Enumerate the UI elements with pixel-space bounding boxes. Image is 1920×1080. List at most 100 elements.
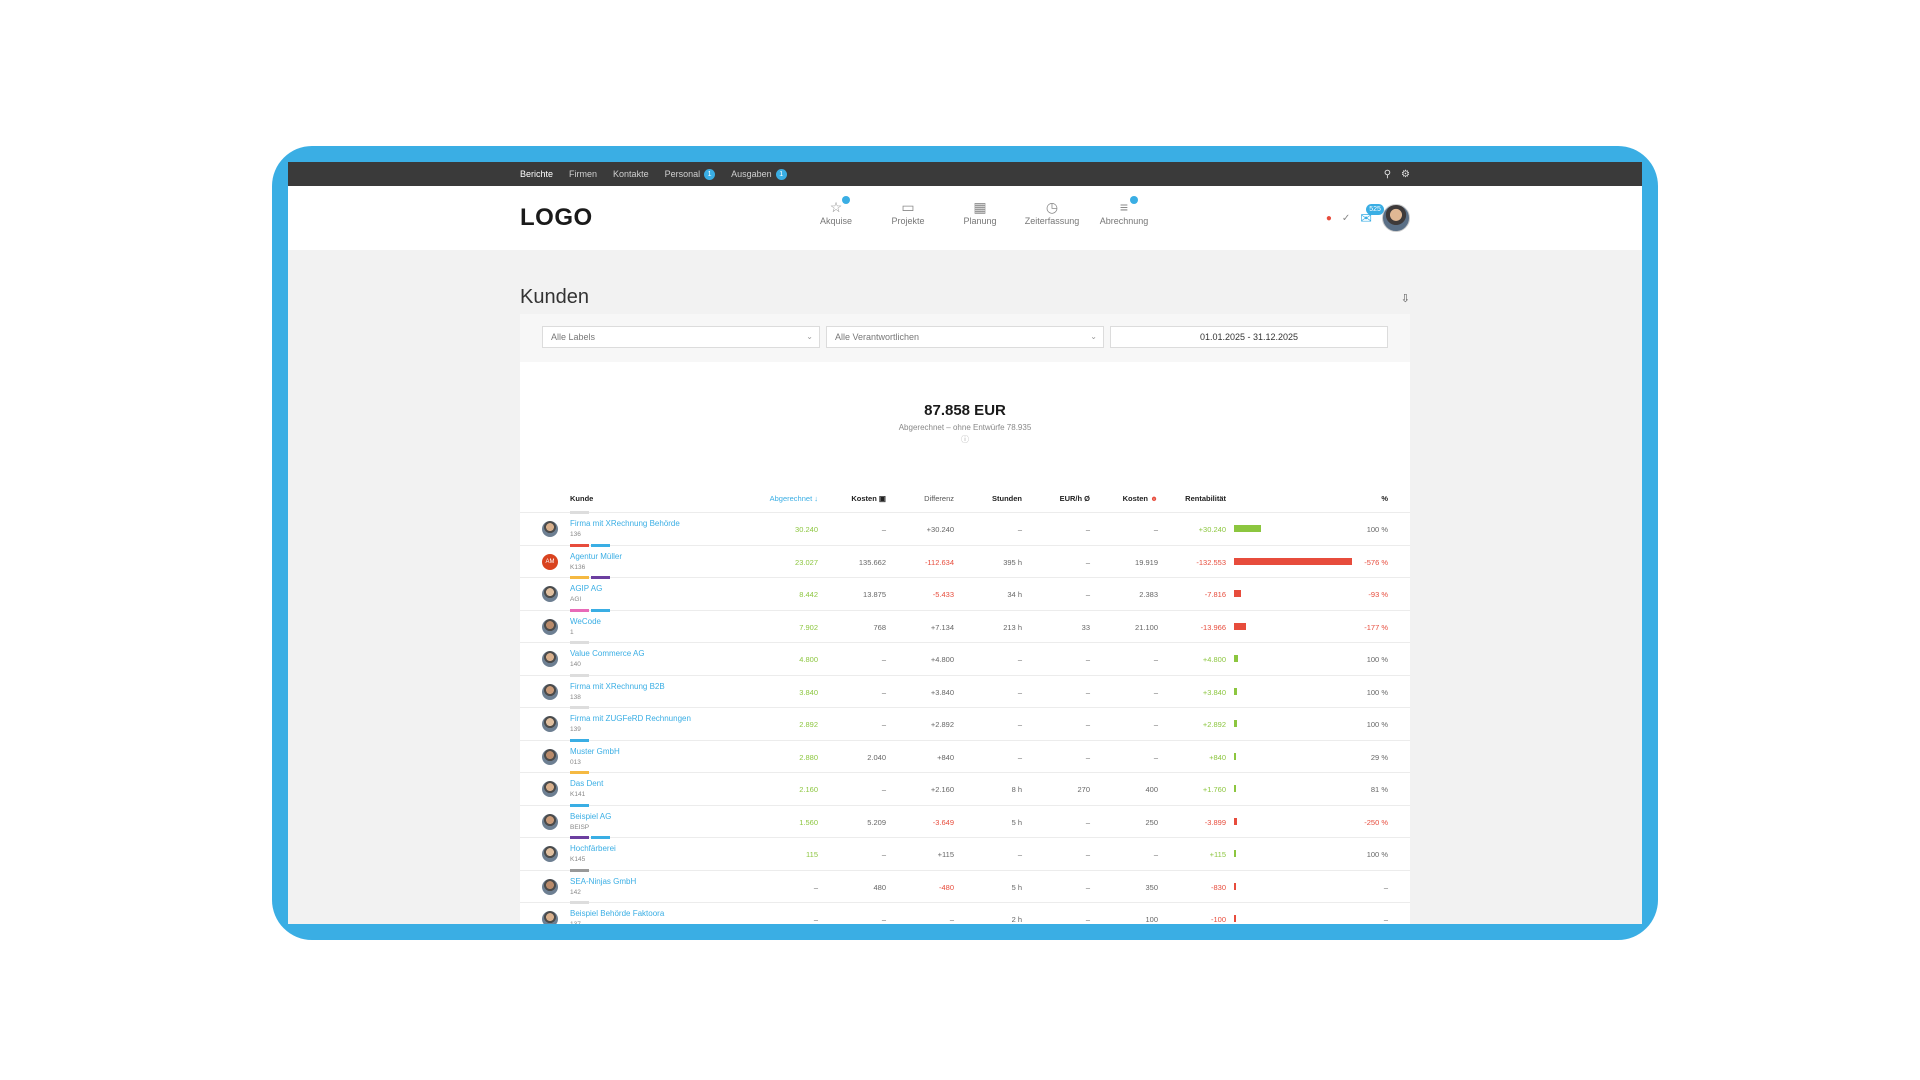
cell-differenz: +4.800 (930, 655, 954, 664)
table-row[interactable]: SEA-Ninjas GmbH 142 – 480 -480 5 h – 350 -830 – (520, 868, 1410, 903)
user-avatar[interactable] (1382, 204, 1410, 232)
cell-abgerechnet: 115 (806, 850, 818, 859)
topnav-item-kontakte[interactable]: Kontakte (613, 169, 649, 179)
cell-eurh: – (1085, 525, 1090, 534)
nav-zeiterfassung[interactable]: ◷ Zeiterfassung (1016, 198, 1088, 226)
col-stunden[interactable]: Stunden (992, 494, 1022, 503)
table-row[interactable]: Value Commerce AG 140 4.800 – +4.800 – – – +4.80… (520, 641, 1410, 675)
topnav-item-label: Ausgaben (731, 169, 772, 179)
col-kosten-personal[interactable]: Kosten ☻ (1090, 494, 1158, 503)
nav-label: Planung (963, 216, 997, 226)
col-kunde[interactable]: Kunde (570, 494, 594, 503)
customer-name[interactable]: WeCode (570, 616, 601, 626)
topnav-item-berichte[interactable]: Berichte (520, 169, 553, 179)
cell-differenz: +7.134 (930, 622, 954, 632)
col-differenz[interactable]: Differenz (924, 494, 954, 503)
owners-select[interactable]: Alle Verantwortlichen ⌄ (826, 326, 1104, 348)
col-eurh[interactable]: EUR/h Ø (1059, 494, 1090, 503)
customer-name[interactable]: Agentur Müller (570, 551, 623, 561)
cell-pct: -250 % (1364, 817, 1388, 827)
customer-name[interactable]: Beispiel AG (570, 811, 612, 821)
cell-rentabilitaet: +3.840 (1202, 687, 1226, 697)
rentability-bar (1234, 850, 1236, 857)
customer-number: 013 (570, 758, 581, 766)
table-row[interactable]: Firma mit XRechnung B2B 138 3.840 – +3.840 – –… (520, 673, 1410, 708)
nav-abrechnung[interactable]: ≡ Abrechnung (1088, 196, 1160, 226)
date-range-input[interactable]: 01.01.2025 - 31.12.2025 (1110, 326, 1388, 348)
cell-rentabilitaet: -100 (1210, 915, 1226, 924)
rentability-bar (1234, 882, 1236, 890)
chat-icon[interactable]: ✉ 525 (1360, 203, 1384, 227)
bell-icon[interactable]: ● (1325, 212, 1332, 224)
info-icon[interactable]: ⓘ (961, 435, 969, 444)
customer-avatar: AM (542, 553, 558, 570)
label-tag (591, 576, 610, 579)
label-tags (570, 868, 589, 872)
count-badge: 1 (775, 168, 787, 180)
col-pct[interactable]: % (1381, 494, 1388, 503)
customer-name[interactable]: Value Commerce AG (570, 649, 645, 658)
customer-name[interactable]: Hochfärberei (570, 844, 616, 853)
label-tag (570, 836, 589, 839)
customer-name[interactable]: Firma mit XRechnung Behörde (570, 519, 680, 528)
table-row[interactable]: WeCode 1 7.902 768 +7.134 213 h 33 21.100 -13.96… (520, 608, 1410, 643)
col-abgerechnet[interactable]: Abgerechnet ↓ (769, 494, 818, 503)
table-row[interactable]: Beispiel AG BEISP 1.560 5.209 -3.649 5 h – 250 -… (520, 803, 1410, 838)
table-row[interactable]: Beispiel Behörde Faktoora 137 – – – 2 h – 100 -1… (520, 901, 1410, 924)
nav-planung[interactable]: ▦ Planung (944, 198, 1016, 226)
table-row[interactable]: AGIP AG AGI 8.442 13.875 -5.433 34 h – 2.383 -7.… (520, 576, 1410, 610)
cell-abgerechnet: – (813, 882, 818, 892)
cell-pct: – (1383, 915, 1388, 924)
topnav-item-personal[interactable]: Personal 1 (665, 168, 716, 180)
cell-rentabilitaet: -830 (1210, 882, 1226, 892)
customer-avatar (542, 683, 558, 700)
labels-select[interactable]: Alle Labels ⌄ (542, 326, 820, 348)
cell-rentabilitaet: -13.966 (1200, 622, 1226, 632)
cell-differenz: +115 (937, 850, 954, 859)
col-kosten[interactable]: Kosten ▣ (818, 494, 886, 503)
cell-kosten-personal: 19.919 (1135, 557, 1158, 567)
cell-pct: 100 % (1366, 850, 1388, 859)
table-row[interactable]: Firma mit ZUGFeRD Rechnungen 139 2.892 – +2.… (520, 706, 1410, 740)
table-row[interactable]: AM Agentur Müller K136 23.027 135.662 -112.63… (520, 543, 1410, 578)
label-tag (570, 511, 589, 514)
topnav-item-ausgaben[interactable]: Ausgaben 1 (731, 168, 787, 180)
cell-pct: 29 % (1370, 752, 1388, 762)
owners-select-value: Alle Verantwortlichen (835, 332, 920, 342)
cell-stunden: – (1017, 752, 1022, 762)
nav-projekte[interactable]: ▭ Projekte (872, 198, 944, 226)
table-row[interactable]: Firma mit XRechnung Behörde 136 30.240 – +30… (520, 511, 1410, 545)
customer-name[interactable]: Beispiel Behörde Faktoora (570, 909, 665, 918)
cell-differenz: +2.160 (930, 785, 954, 794)
rentability-bar (1234, 817, 1238, 825)
cell-eurh: 33 (1081, 622, 1090, 632)
check-circle-icon[interactable]: ✓ (1341, 212, 1351, 224)
label-tags (570, 511, 589, 514)
customer-avatar (542, 911, 558, 924)
table-row[interactable]: Muster GmbH 013 2.880 2.040 +840 – – – +840 29 % (520, 738, 1410, 773)
customer-name[interactable]: Das Dent (570, 779, 604, 788)
topnav-item-label: Firmen (569, 169, 598, 179)
cell-abgerechnet: 7.902 (799, 622, 818, 632)
cell-differenz: -3.649 (932, 817, 954, 827)
table-row[interactable]: Das Dent K141 2.160 – +2.160 8 h 270 400 +1.760 8… (520, 771, 1410, 805)
cell-rentabilitaet: -132.553 (1196, 557, 1226, 567)
page-title: Kunden (520, 286, 589, 308)
customer-name[interactable]: Muster GmbH (570, 746, 620, 756)
customer-name[interactable]: SEA-Ninjas GmbH (570, 876, 637, 886)
report-card: Alle Labels ⌄ Alle Verantwortlichen ⌄ 01… (520, 314, 1410, 924)
gear-icon[interactable]: ⚙ (1401, 168, 1410, 180)
star-icon: ☆ (829, 199, 843, 215)
cell-eurh: – (1085, 557, 1090, 567)
customer-name[interactable]: AGIP AG (570, 584, 603, 593)
customer-name[interactable]: Firma mit ZUGFeRD Rechnungen (570, 714, 691, 723)
nav-akquise[interactable]: ☆ Akquise (800, 196, 872, 226)
search-icon[interactable]: ⚲ (1383, 168, 1392, 180)
table-row[interactable]: Hochfärberei K145 115 – +115 – – – +115 100 % (520, 836, 1410, 870)
customer-number: K136 (570, 563, 586, 571)
topnav-item-firmen[interactable]: Firmen (569, 169, 597, 179)
col-rentabilitaet[interactable]: Rentabilität (1185, 494, 1226, 503)
download-icon[interactable]: ⇩ (1400, 293, 1410, 305)
customer-name[interactable]: Firma mit XRechnung B2B (570, 681, 665, 691)
cell-kosten-personal: – (1153, 720, 1158, 729)
